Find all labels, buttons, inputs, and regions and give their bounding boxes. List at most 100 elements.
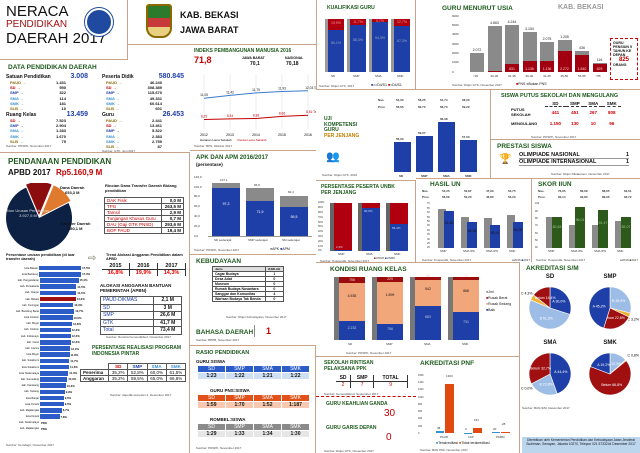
bahasa-source: Sumber: BPPB, November 2017 — [196, 338, 240, 342]
stat-category: SMA → — [10, 128, 24, 134]
prov-value: 60,70 — [418, 105, 426, 109]
pie-slice — [528, 299, 571, 330]
bantuan-item: SMP — [99, 311, 155, 320]
region-label: kab. Kuningan — [22, 303, 39, 307]
trend-year-label: 2017 — [158, 263, 185, 270]
baik-bar: 683 — [415, 306, 441, 340]
rasio-value: 1:22 — [226, 373, 253, 379]
category-label: SMP — [421, 174, 428, 178]
persentase-row: kab. Bogor 12,8% — [4, 321, 90, 327]
rasio-col-head: SMK — [282, 395, 309, 401]
ipm-source: Sumber: BPS, Oktober 2017 — [194, 144, 233, 148]
pie-slice-label: C 0,0% — [521, 387, 532, 391]
nas-value: 62,61 — [624, 189, 632, 193]
y-tick: 200 — [418, 424, 423, 428]
prestasi-source: Sumber: Ditjen Dikdasmen, November 2017 — [551, 172, 610, 176]
harapan-label: 12,03 Tahun — [305, 86, 316, 90]
persentase-row: kota Banjar 9,5% — [4, 395, 90, 401]
y-tick: 1400 — [418, 381, 424, 384]
persentase-bar — [39, 272, 82, 277]
rasio-group-label: GURU:SISWA — [196, 359, 226, 364]
sedang-bar-label: 1.899 — [385, 293, 395, 298]
region-label: kota Tasikmalaya — [19, 371, 39, 375]
persentase-row: kab. Subang 9,9% — [4, 389, 90, 395]
y-tick: 60 — [535, 231, 538, 235]
y-tick: 2000 — [452, 51, 459, 56]
rintisan-head: SMP — [350, 375, 375, 382]
rintisan-header: SD SMP TOTAL — [336, 375, 408, 382]
nas-value: 66,69 — [580, 189, 588, 193]
category-label: SMP — [440, 248, 447, 253]
persentase-row: kab. Garut 12,3% — [4, 339, 90, 345]
stat-category: SMA → — [106, 133, 120, 139]
uji-bar — [460, 139, 477, 172]
kebudayaan-value: 0 — [264, 296, 285, 302]
legend-label: Jml — [488, 290, 494, 294]
pie-label-text: Dana Daerah — [60, 185, 85, 190]
bantuan-row: SMP 26,6 M — [99, 311, 182, 320]
rasio-value: 1:187 — [282, 402, 309, 408]
legend-label: Rusak Berat — [488, 296, 508, 300]
pie-title: SMK — [603, 340, 617, 346]
bukan-pns-bar-label: 3.154 — [525, 27, 534, 32]
usia-legend: ■PNS ■Bukan PNS — [516, 82, 547, 86]
category-label: 41-45 — [543, 74, 551, 78]
y-tick: 60,0 — [194, 204, 200, 209]
apk-legend: ■APK ■APM — [270, 247, 290, 251]
stat-value: 2.383 — [151, 133, 162, 139]
persentase-row: kota Bandung 17,3% — [4, 271, 90, 277]
iiun-source: Sumber: Puspendik, November 2017 — [536, 258, 586, 262]
stat-label: Peserta Didik — [102, 74, 134, 80]
pnf-bar-chart: 0 200 400 600 800 1000 1200 1400 1600 48 1363 PAUD 3… — [418, 374, 516, 439]
berat-bar-label: 56 — [426, 274, 430, 279]
category-label: LKP — [468, 435, 474, 439]
pie-slice — [609, 286, 632, 314]
y-tick: 100,0 — [194, 184, 202, 189]
persentase-title: Persentase urusan pendidikan (di luar tr… — [6, 253, 75, 261]
stat-row: SD → 950 — [10, 85, 66, 90]
pie-title: SMA — [543, 340, 557, 346]
uji-value-label: 56,03 — [396, 136, 404, 141]
bukan-pns-bar: 436 — [575, 46, 589, 55]
tidak-terakreditasi-bar — [501, 432, 510, 433]
y-tick: 100 — [535, 202, 540, 206]
stat-category: PAUD → — [106, 118, 123, 123]
stat-row: SLB → 10 — [10, 106, 66, 111]
prestasi-title: PRESTASI SISWA — [497, 143, 552, 150]
baik-bar: 756 — [377, 323, 403, 340]
pie-slice-label: A 45,2% — [593, 304, 606, 308]
bukan-pns-bar-label: 4.863 — [490, 21, 499, 26]
rerata-label: 8,34 — [227, 114, 233, 118]
tidak-terakreditasi-bar — [445, 383, 454, 433]
year-tick: 2013 — [226, 133, 234, 137]
stat-value: 115.670 — [147, 90, 162, 96]
bantuan-item: PAUD-DIKMAS — [99, 296, 155, 305]
bar-2016 — [615, 220, 623, 248]
berat-bar: 756 — [339, 277, 365, 284]
category-label: SMK — [397, 74, 404, 78]
kualifikasi-lt-bar: 12,7% — [394, 19, 410, 26]
rasio-group-label: GURU PNS:SISWA — [210, 388, 250, 393]
kualifikasi-lt-bar: 5,7% — [372, 19, 388, 23]
bantuan-source: Sumber: Renstra Kemendikbud, November 20… — [106, 335, 171, 339]
category-label: SMP — [548, 248, 555, 253]
y-tick: 0 — [452, 69, 454, 74]
nas-label: Nas. — [422, 189, 429, 193]
kualifikasi-title: KUALIFIKASI GURU — [327, 5, 375, 11]
bukan-pns-bar: 116 — [592, 59, 607, 65]
pie-slice-label: C 0,8% — [628, 354, 639, 358]
y-tick: 400 — [418, 417, 423, 421]
y-tick: 60 — [427, 211, 430, 215]
stat-value: 114 — [59, 95, 66, 101]
bantuan-value: 3 M — [153, 303, 182, 312]
uji-value-label: 66,38 — [440, 116, 448, 121]
pip-value: 59,5% — [127, 375, 148, 382]
prov-value: 93,80 — [580, 195, 588, 199]
y-tick: 40 — [427, 228, 430, 232]
bantuan-item: GTK — [99, 318, 155, 327]
section-title: DATA PENDIDIKAN DAERAH — [8, 64, 97, 71]
iiun-bar-chart: 40 50 60 70 80 90 100 82,63 SMP 96,01 SMA IPA 91,47… — [535, 202, 638, 262]
jabar-label: JAWA BARAT — [242, 56, 265, 60]
rasio-group-label: ROMBEL:SISWA — [210, 417, 246, 422]
